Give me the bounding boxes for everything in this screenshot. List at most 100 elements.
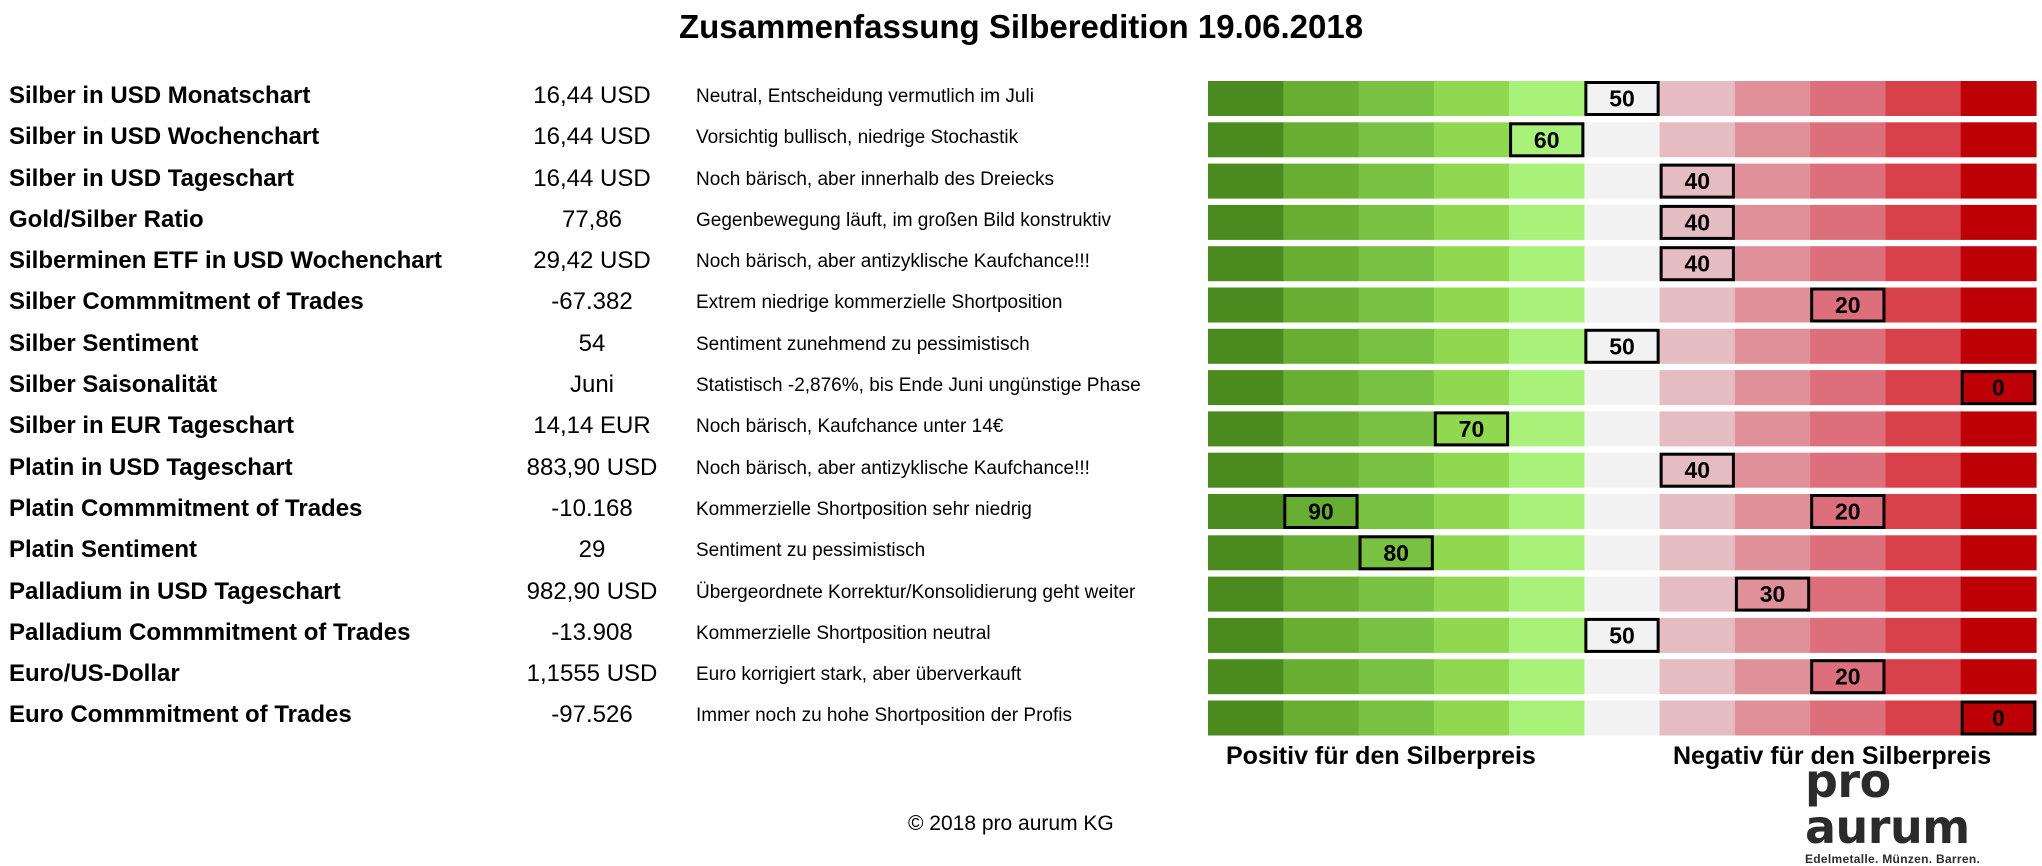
- gauge-segment: [1885, 204, 1962, 240]
- gauge-segment: [1810, 576, 1887, 612]
- copyright: © 2018 pro aurum KG: [908, 812, 1114, 835]
- gauge-segment: [1960, 659, 2037, 695]
- row-comment: Euro korrigiert stark, aber überverkauft: [696, 664, 1022, 686]
- gauge-segment: [1208, 370, 1284, 406]
- row-value: 982,90 USD: [526, 577, 658, 605]
- gauge-segment: [1659, 576, 1736, 612]
- score-marker: [1659, 204, 1735, 240]
- gauge-segment: [1960, 81, 2037, 116]
- score-gauge: 50 60 40 40 40 20 50 0 70 40 90 20 80 30 50 20 0: [1208, 81, 2037, 736]
- row-comment: Statistisch -2,876%, bis Ende Juni ungün…: [696, 375, 1141, 397]
- score-marker: [1810, 287, 1886, 323]
- gauge-segment: [1283, 370, 1360, 406]
- gauge-segment: [1509, 163, 1585, 199]
- score-marker: [1810, 659, 1886, 695]
- gauge-segment: [1885, 659, 1962, 695]
- score-label: 60: [1534, 127, 1560, 153]
- score-label: 0: [1992, 705, 2005, 731]
- table-row: Silber in USD Tageschart 16,44 USD Noch bä…: [0, 161, 1210, 202]
- row-comment: Kommerzielle Shortposition sehr niedrig: [696, 498, 1032, 520]
- gauge-segment: [1208, 163, 1284, 199]
- gauge-segment: [1885, 328, 1962, 364]
- gauge-segment: [1509, 535, 1585, 571]
- gauge-segment: [1283, 163, 1360, 199]
- gauge-segment: [1584, 700, 1661, 736]
- row-name: Silber in USD Wochenchart: [9, 123, 320, 151]
- gauge-segment: [1960, 411, 2037, 447]
- page-title: Zusammenfassung Silberedition 19.06.2018: [678, 8, 1364, 45]
- table-row: Silber in EUR Tageschart 14,14 EUR Noch bä…: [0, 408, 1210, 449]
- gauge-segment: [1810, 204, 1887, 240]
- row-comment: Übergeordnete Korrektur/Konsolidierung g…: [696, 581, 1136, 603]
- gauge-segment: [1810, 411, 1887, 447]
- gauge-segment: [1208, 122, 1284, 158]
- gauge-segment: [1509, 370, 1585, 406]
- gauge-segment: [1810, 81, 1887, 116]
- gauge-segment: [1960, 204, 2037, 240]
- gauge-segment: [1810, 122, 1887, 158]
- gauge-segment: [1584, 287, 1661, 323]
- gauge-segment: [1283, 287, 1360, 323]
- score-marker: [1734, 576, 1811, 612]
- score-label: 40: [1684, 168, 1710, 194]
- gauge-segment: [1208, 494, 1284, 529]
- gauge-segment: [1885, 452, 1962, 488]
- gauge-segment: [1885, 122, 1962, 158]
- gauge-segment: [1810, 328, 1887, 364]
- gauge-segment: [1810, 617, 1887, 653]
- row-value: -97.526: [551, 701, 633, 729]
- gauge-segment: [1433, 204, 1510, 240]
- score-label: 20: [1835, 292, 1861, 318]
- row-name: Palladium Commmitment of Trades: [9, 618, 411, 646]
- table-row: Silber Commmitment of Trades -67.382 Extre…: [0, 284, 1210, 325]
- row-value: 54: [578, 329, 606, 357]
- gauge-segment: [1960, 287, 2037, 323]
- score-label: 50: [1609, 86, 1635, 112]
- gauge-segment: [1960, 328, 2037, 364]
- gauge-segment: [1659, 617, 1736, 653]
- row-value: 77,86: [561, 205, 623, 233]
- row-value: Juni: [569, 371, 615, 399]
- row-name: Silber Saisonalität: [9, 371, 218, 399]
- gauge-segment: [1584, 370, 1661, 406]
- gauge-segment: [1584, 122, 1661, 158]
- gauge-segment: [1283, 81, 1360, 116]
- table-row: Platin Commmitment of Trades -10.168 Komme…: [0, 491, 1210, 532]
- gauge-segment: [1433, 370, 1510, 406]
- table-row: Euro Commmitment of Trades -97.526 Immer n…: [0, 697, 1210, 738]
- gauge-segment: [1283, 246, 1360, 282]
- gauge-segment: [1358, 659, 1435, 695]
- gauge-segment: [1659, 287, 1736, 323]
- score-marker: [1509, 122, 1585, 158]
- gauge-segment: [1810, 535, 1887, 571]
- score-marker: [1584, 617, 1660, 653]
- gauge-segment: [1208, 576, 1284, 612]
- score-marker: [1960, 370, 2037, 406]
- row-value: 16,44 USD: [533, 164, 651, 192]
- table-row: Palladium Commmitment of Trades -13.908 Ko…: [0, 615, 1210, 656]
- table-row: Silber in USD Wochenchart 16,44 USD Vorsic…: [0, 119, 1210, 160]
- row-value: 16,44 USD: [533, 82, 651, 109]
- gauge-segment: [1584, 163, 1661, 199]
- gauge-segment: [1659, 659, 1736, 695]
- gauge-segment: [1433, 535, 1510, 571]
- table-row: Euro/US-Dollar 1,1555 USD Euro korrigiert …: [0, 656, 1210, 697]
- gauge-segment: [1433, 659, 1510, 695]
- row-comment: Neutral, Entscheidung vermutlich im Juli: [696, 86, 1034, 107]
- score-marker: [1659, 163, 1735, 199]
- gauge-segment: [1509, 204, 1585, 240]
- gauge-segment: [1734, 246, 1811, 282]
- gauge-segment: [1208, 246, 1284, 282]
- gauge-segment: [1433, 246, 1510, 282]
- gauge-segment: [1358, 452, 1435, 488]
- row-comment: Kommerzielle Shortposition neutral: [696, 622, 991, 644]
- gauge-segment: [1734, 328, 1811, 364]
- gauge-segment: [1208, 452, 1284, 488]
- gauge-segment: [1283, 700, 1360, 736]
- row-name: Silber in EUR Tageschart: [9, 412, 294, 440]
- gauge-segment: [1960, 494, 2037, 529]
- gauge-segment: [1885, 576, 1962, 612]
- gauge-segment: [1509, 452, 1585, 488]
- gauge-segment: [1208, 617, 1284, 653]
- gauge-segment: [1283, 122, 1360, 158]
